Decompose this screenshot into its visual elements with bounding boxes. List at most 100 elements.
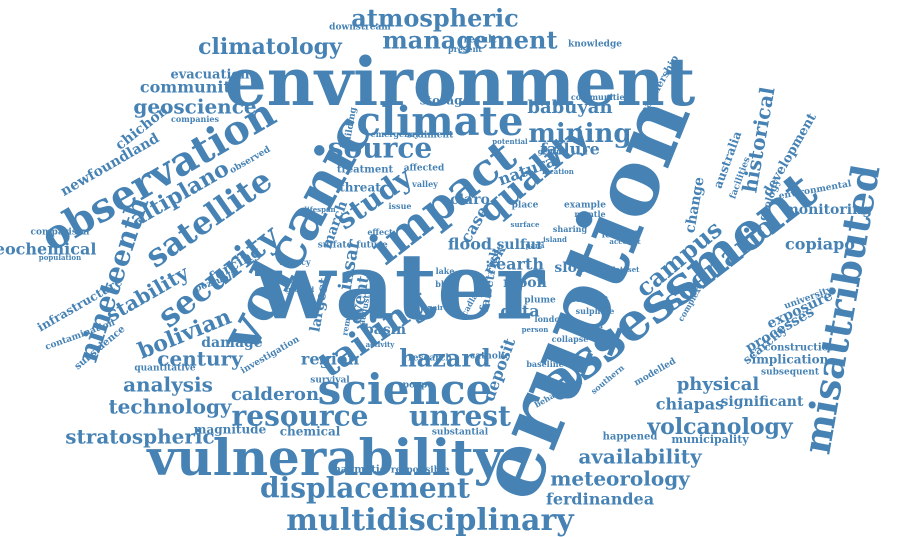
word-companies: companies <box>171 114 219 124</box>
word-catholic: catholic <box>470 352 511 362</box>
word-resource: resource <box>232 400 369 433</box>
word-vulnerability: vulnerability <box>146 428 504 487</box>
word-agency: agency <box>279 257 311 267</box>
word-college: college <box>567 324 603 334</box>
word-displacement: displacement <box>260 472 470 505</box>
word-resident: resident <box>571 294 608 304</box>
word-geoscience: geoscience <box>133 95 256 119</box>
word-content: content <box>263 276 294 285</box>
word-availability: availability <box>578 445 703 469</box>
word-iceland: iceland <box>602 231 639 241</box>
word-source: source <box>328 132 432 165</box>
word-hazard: hazard <box>399 344 491 373</box>
word-valley: valley <box>411 179 438 189</box>
word-location: location <box>542 167 574 176</box>
word-mantle: mantle <box>574 209 605 219</box>
word-geochemical: geochemical <box>0 240 96 259</box>
word-survival: survival <box>310 376 350 386</box>
word-sulfur: sulfur <box>497 237 545 253</box>
word-claro: claro <box>450 192 490 208</box>
word-effect: effect <box>367 227 393 237</box>
word-multidisciplinary: multidisciplinary <box>286 503 575 537</box>
word-century: century <box>157 347 244 371</box>
word-chiapas: chiapas <box>656 395 724 414</box>
word-construction: construction <box>764 343 836 354</box>
word-flood: flood <box>448 235 492 254</box>
word-implication: implication <box>752 353 829 367</box>
word-threat: threat <box>339 181 381 195</box>
word-responsible: responsible <box>391 466 450 476</box>
word-monitoring: monitoring <box>784 202 872 218</box>
word-substantial: substantial <box>432 428 489 438</box>
word-modelled: modelled <box>633 356 679 388</box>
word-lake: lake <box>436 266 455 276</box>
word-happened: happened <box>603 432 658 443</box>
word-potential: potential <box>492 137 528 146</box>
word-mining: mining <box>528 119 631 149</box>
word-chemical: chemical <box>280 425 341 439</box>
word-population: population <box>39 253 81 262</box>
word-community: community <box>140 78 241 97</box>
word-downstream: downstream <box>329 23 391 33</box>
word-island: island <box>543 235 567 244</box>
word-account: account <box>609 237 641 246</box>
word-physical: physical <box>677 374 760 395</box>
word-failure: failure <box>540 140 600 159</box>
word-sulphate: sulphate <box>576 306 615 316</box>
word-significant: significant <box>721 394 804 410</box>
word-getting: getting <box>538 147 567 156</box>
word-poopo: poopo <box>403 381 434 391</box>
word-evacuation: evacuation <box>170 68 250 83</box>
word-result: result <box>464 35 497 46</box>
word-research: research <box>408 354 452 364</box>
word-damage: damage <box>201 335 263 351</box>
word-calderon: calderon <box>231 384 319 405</box>
word-technology: technology <box>108 395 232 419</box>
word-lifespan: lifespan <box>304 205 335 214</box>
word-pairo: pairo <box>428 303 449 312</box>
word-sharing: sharing <box>553 224 588 234</box>
word-issue: issue <box>389 201 412 211</box>
word-environment: environment <box>225 43 696 121</box>
word-climatology: climatology <box>198 34 343 60</box>
word-blue: blue <box>435 279 455 289</box>
word-magnitude: magnitude <box>194 423 267 437</box>
word-treatment: treatment <box>337 165 394 176</box>
word-stratospheric: stratospheric <box>65 425 214 449</box>
word-activity: activity <box>366 340 396 349</box>
word-affected: affected <box>404 164 445 174</box>
word-pa-a: paña <box>525 241 545 250</box>
word-knowledge: knowledge <box>568 40 622 50</box>
word-water: water <box>255 233 546 341</box>
word-comparison: comparison <box>31 228 90 238</box>
word-slope: slope <box>554 260 595 276</box>
word-communities: communities <box>571 92 630 102</box>
word-plume: plume <box>524 296 556 306</box>
word-example: example <box>564 201 606 211</box>
word-meteorology: meteorology <box>550 467 691 491</box>
word-analysis: analysis <box>123 373 213 397</box>
word-quantitative: quantitative <box>134 364 196 374</box>
word-magmatic: magmatic <box>330 465 386 476</box>
word-science: science <box>318 365 493 414</box>
word-moon: moon <box>503 275 547 291</box>
word-municipality: municipality <box>671 433 749 446</box>
word-management: management <box>382 26 557 55</box>
word-sulfate: sulfate <box>318 241 353 251</box>
word-copiapo: copiapo <box>785 235 855 254</box>
word-region: region <box>301 350 360 369</box>
word-surface: surface <box>511 220 541 229</box>
word-place: place <box>512 201 539 211</box>
word-baseline: baseline <box>526 359 563 369</box>
word-future: future <box>356 241 388 251</box>
word-ground: ground <box>286 285 314 294</box>
word-london: london <box>535 314 566 324</box>
word-atmospheric: atmospheric <box>351 4 518 33</box>
word-climate: climate <box>357 98 524 145</box>
word-unrest: unrest <box>409 400 511 433</box>
word-earth: earth <box>496 255 544 274</box>
word-storage: storage <box>420 94 471 108</box>
word-present: present <box>448 44 482 54</box>
